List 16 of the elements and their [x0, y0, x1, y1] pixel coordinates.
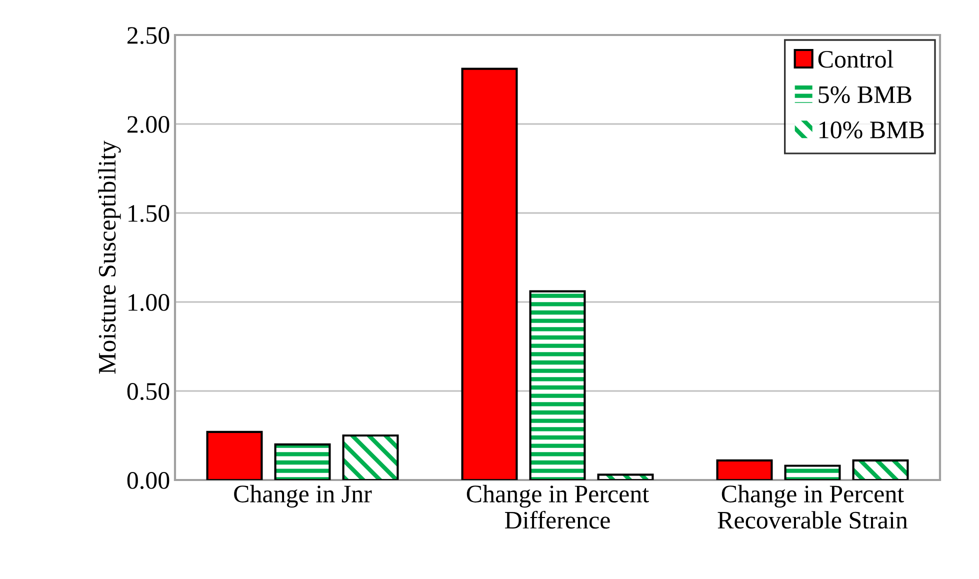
- y-tick-label: 2.00: [127, 116, 170, 134]
- x-tick-label: Change in Percent Difference: [466, 484, 649, 529]
- y-tick-label: 2.50: [127, 27, 170, 44]
- y-tick-label: 1.00: [128, 294, 170, 312]
- y-axis-title: Moisture Susceptibility: [98, 140, 121, 374]
- y-tick-label: 0.50: [127, 383, 170, 400]
- bar: [461, 68, 518, 480]
- y-tick-label: 0.00: [127, 472, 170, 490]
- y-tick-label: 1.50: [128, 205, 170, 222]
- legend-label: Control: [818, 50, 894, 68]
- bar: [206, 430, 263, 480]
- legend-label: 10% BMB: [820, 122, 924, 138]
- bar: [716, 459, 773, 480]
- x-tick-label: Change in Jnr: [234, 484, 372, 508]
- x-tick-label: Change in Percent Recoverable Strain: [718, 484, 908, 529]
- legend-label: 5% BMB: [818, 86, 912, 104]
